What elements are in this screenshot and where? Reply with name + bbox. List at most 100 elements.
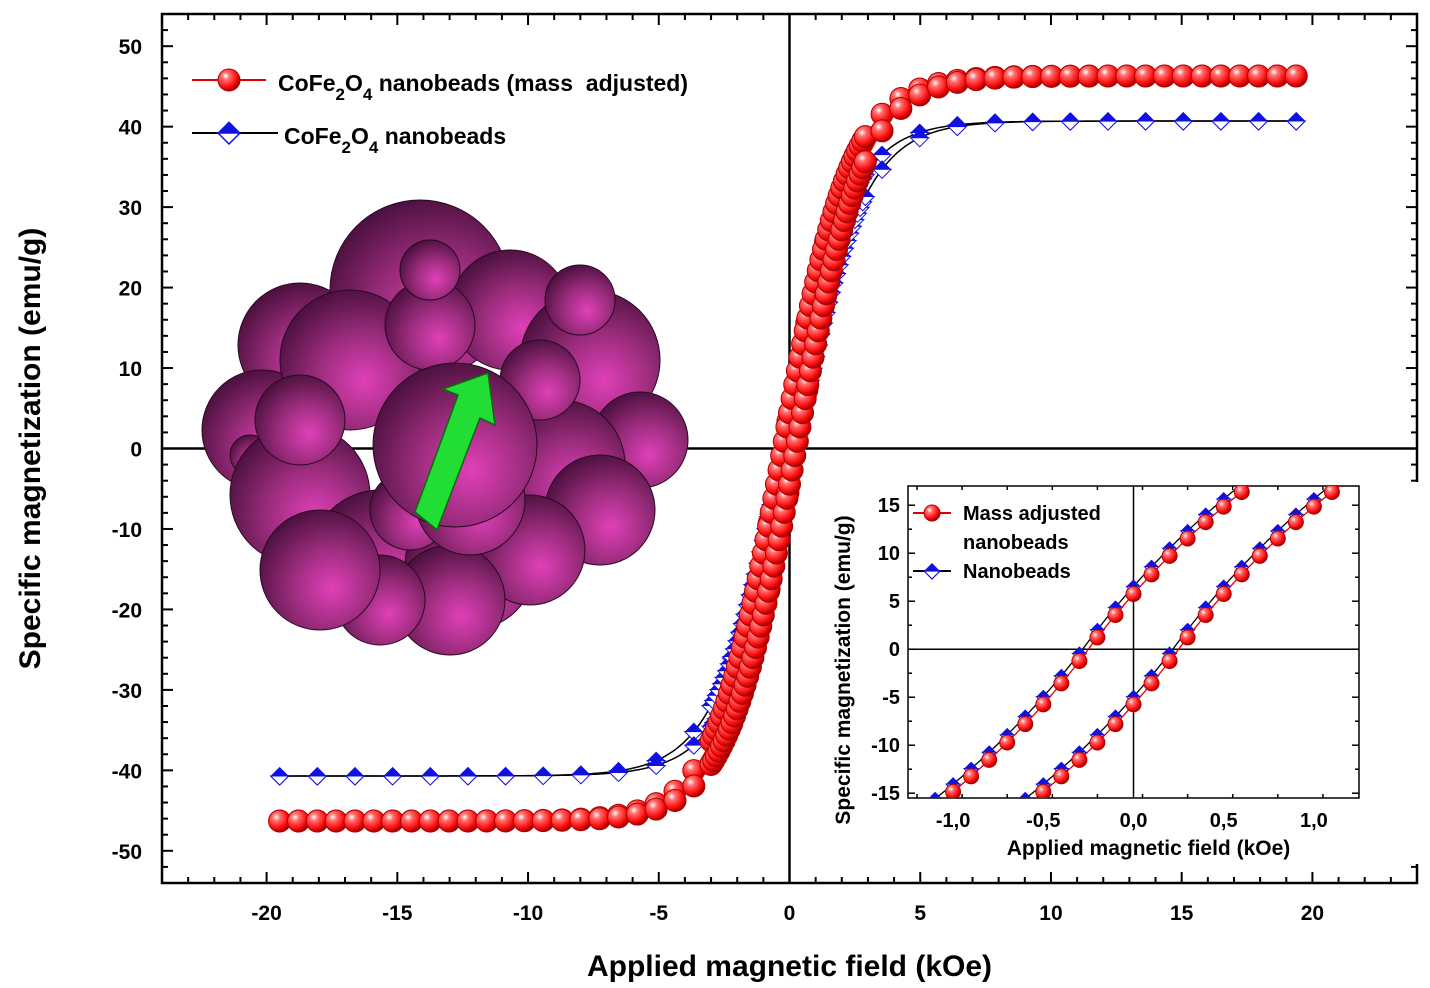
data-point-diamond-lower: [457, 775, 479, 786]
data-point-sphere: [1284, 64, 1308, 88]
y-tick-label: -30: [112, 680, 142, 703]
inset-data-point-sphere: [1071, 751, 1088, 768]
x-tick-label: -15: [382, 902, 413, 925]
inset-series-mass-adjusted: [944, 486, 1352, 798]
inset-legend-label-mass-line2: nanobeads: [963, 532, 1069, 554]
y-axis-title: Specific magnetization (emu/g): [14, 228, 47, 670]
inset-data-point-sphere: [1125, 696, 1142, 713]
inset-data-point-sphere: [1089, 629, 1106, 646]
x-tick-label: 20: [1301, 902, 1324, 925]
inset-legend-label-nanobeads: Nanobeads: [963, 561, 1071, 583]
inset-data-point-sphere: [1197, 514, 1214, 531]
inset-y-tick-label: 5: [889, 591, 900, 613]
data-point-sphere: [889, 97, 913, 121]
inset-data-point-sphere: [1233, 486, 1250, 500]
bead-sphere: [259, 509, 381, 631]
data-point-sphere: [682, 774, 706, 798]
x-tick-label: -10: [513, 902, 543, 925]
data-point-sphere: [927, 75, 951, 99]
inset-label-background: [818, 482, 908, 864]
data-point-diamond-lower: [984, 122, 1006, 133]
inset-data-point-sphere: [1053, 768, 1070, 785]
data-point-diamond-lower: [683, 744, 705, 755]
y-tick-label: -40: [112, 760, 142, 783]
inset-data-point-sphere: [1197, 606, 1214, 623]
y-tick-label: 30: [119, 197, 142, 220]
inset-data-point-sphere: [1251, 547, 1268, 564]
main-plot: -20 -15 -10 -5 0 5 10 15 20-50-40-30-20-10010203…: [14, 12, 1419, 983]
bead-sphere: [399, 239, 461, 301]
inset-x-tick-label: -0,5: [1026, 810, 1060, 832]
inset-data-point-sphere: [1269, 530, 1286, 547]
y-tick-label: 20: [119, 278, 142, 301]
inset-x-tick-label: 0,0: [1120, 810, 1148, 832]
inset-x-tick-label: 0,5: [1210, 810, 1238, 832]
inset-legend-marker-sphere: [923, 504, 941, 522]
data-point-sphere: [853, 150, 877, 174]
inset-data-point-sphere: [1233, 566, 1250, 583]
inset-y-axis-title: Specific magnetization (emu/g): [832, 515, 855, 824]
inset-data-point-sphere: [1161, 547, 1178, 564]
data-point-diamond-lower: [495, 775, 516, 786]
y-tick-label: 40: [119, 117, 142, 140]
inset-x-axis-title: Applied magnetic field (kOe): [1007, 837, 1291, 860]
inset-data-point-sphere: [1305, 498, 1322, 515]
y-tick-label: -50: [112, 841, 142, 864]
inset-data-point-sphere: [981, 751, 998, 768]
legend-label-mass-adjusted: CoFe2O4 nanobeads (mass adjusted): [278, 70, 688, 104]
data-point-diamond-lower: [1210, 120, 1232, 131]
inset-data-point-diamond: [928, 791, 942, 798]
data-point-diamond-lower: [344, 775, 366, 786]
main-legend: CoFe2O4 nanobeads (mass adjusted) CoFe2O…: [192, 68, 688, 157]
magnetization-arrow-icon: [414, 371, 496, 532]
inset-data-point-sphere: [1179, 629, 1196, 646]
inset-data-point-sphere: [1215, 498, 1232, 515]
data-point-diamond-lower: [909, 137, 930, 148]
inset-data-point-sphere: [1161, 652, 1178, 669]
data-point-sphere: [870, 119, 894, 143]
inset-y-tick-label: 15: [878, 495, 900, 517]
legend-marker-diamond-lower: [216, 132, 242, 146]
legend-label-nanobeads: CoFe2O4 nanobeads: [284, 123, 506, 157]
data-point-diamond-lower: [871, 168, 893, 180]
inset-legend: Mass adjusted nanobeads Nanobeads: [913, 503, 1101, 583]
y-tick-label: -20: [112, 599, 142, 622]
inset-legend-label-mass-line1: Mass adjusted: [963, 503, 1101, 525]
inset-data-point-sphere: [1215, 586, 1232, 603]
inset-x-tick-label: 1,0: [1300, 810, 1328, 832]
data-point-diamond-lower: [871, 154, 893, 165]
x-tick-label: 10: [1039, 902, 1062, 925]
data-point-sphere: [607, 805, 631, 829]
inset-x-tick-label: -1,0: [936, 810, 970, 832]
x-tick-label: 15: [1170, 902, 1194, 925]
x-axis-title: Applied magnetic field (kOe): [587, 950, 992, 983]
inset-y-tick-label: 10: [878, 543, 900, 565]
inset-data-point-sphere: [1179, 530, 1196, 547]
x-tick-label: -20: [251, 902, 281, 925]
data-point-diamond-lower: [532, 775, 554, 786]
data-point-diamond-lower: [1135, 120, 1156, 131]
data-point-diamond-lower: [570, 774, 592, 785]
inset-y-tick-label: -5: [882, 687, 900, 709]
data-point-diamond-lower: [608, 771, 629, 783]
inset-series-group: [928, 486, 1352, 798]
inset-y-tick-label: -10: [871, 735, 900, 757]
inset-data-point-sphere: [1035, 696, 1052, 713]
inset-data-point-sphere: [1053, 675, 1070, 692]
data-point-diamond-lower: [1173, 120, 1194, 131]
data-point-diamond-lower: [1097, 120, 1119, 131]
bead-sphere: [254, 374, 346, 466]
inset-data-point-sphere: [1143, 566, 1160, 583]
x-tick-label: -5: [649, 902, 668, 925]
inset-data-point-sphere: [1017, 716, 1034, 733]
data-point-diamond-lower: [307, 775, 328, 786]
x-tick-label: 0: [784, 902, 796, 925]
bead-sphere: [544, 264, 616, 336]
legend-marker-sphere: [217, 68, 241, 92]
inset-plot: -1,0 -0,5 0,0 0,5 1,0 -15 -10 -5 0 5 10 15 Applied m…: [818, 482, 1430, 864]
inset-data-point-sphere: [1125, 586, 1142, 603]
inset-data-point-sphere: [945, 783, 962, 798]
inset-data-point-sphere: [1035, 783, 1052, 798]
